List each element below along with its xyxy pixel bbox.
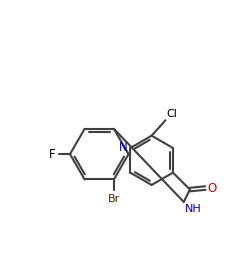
- Text: N: N: [119, 141, 128, 154]
- Text: NH: NH: [185, 204, 202, 214]
- Text: O: O: [208, 182, 217, 195]
- Text: Br: Br: [108, 194, 120, 204]
- Text: F: F: [49, 148, 55, 161]
- Text: Cl: Cl: [166, 109, 177, 119]
